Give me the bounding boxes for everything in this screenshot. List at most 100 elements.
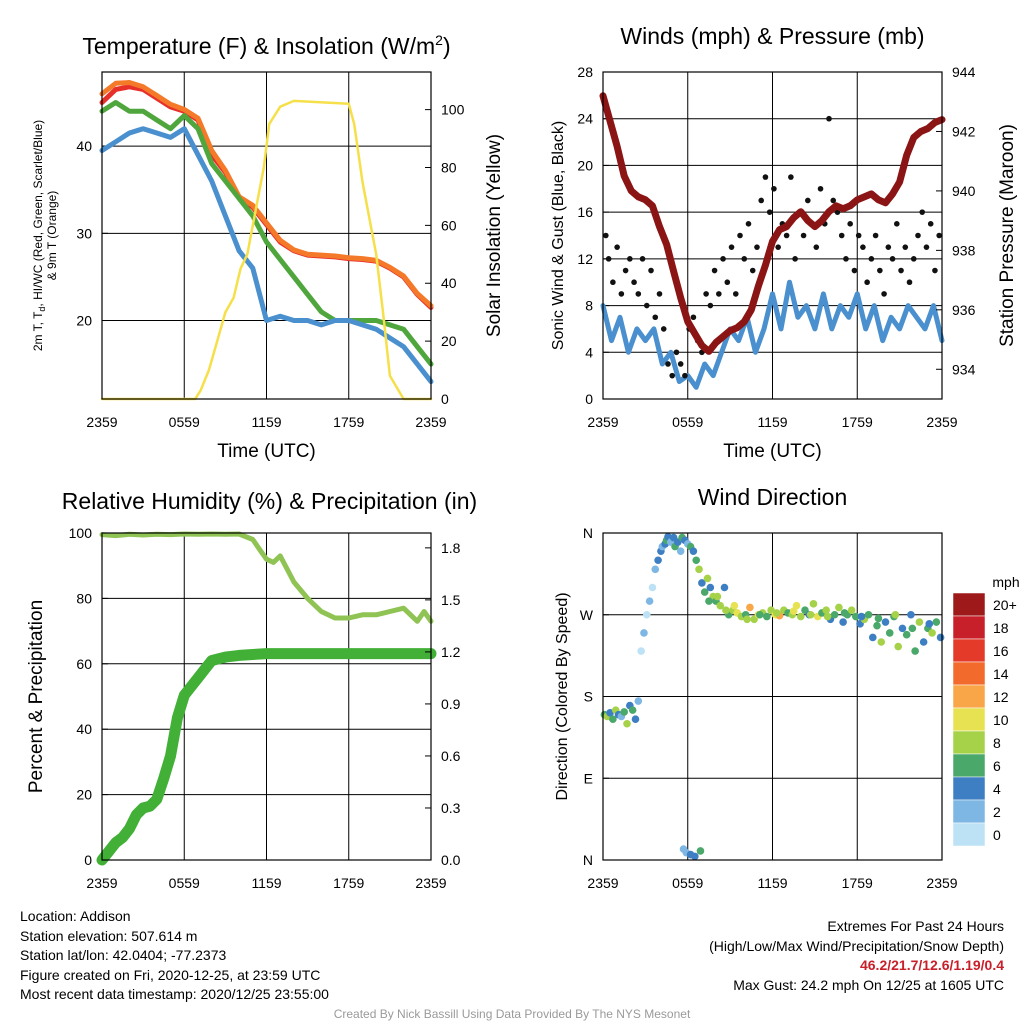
direction-point xyxy=(703,574,712,583)
direction-point xyxy=(696,847,705,855)
direction-point xyxy=(730,601,739,610)
direction-point xyxy=(716,601,725,610)
colorbar-swatch xyxy=(952,730,986,755)
gust-point xyxy=(627,256,633,262)
x-tick-label: 1159 xyxy=(757,414,787,430)
gust-point xyxy=(847,221,853,227)
direction-point xyxy=(620,708,628,716)
gust-point xyxy=(927,221,934,227)
gust-point xyxy=(610,279,616,286)
gust-point xyxy=(843,256,849,262)
direction-point xyxy=(925,620,934,628)
credit-text: Created By Nick Bassill Using Data Provi… xyxy=(333,1007,691,1021)
gust-point xyxy=(614,244,620,250)
y-tick-label: 20 xyxy=(76,787,92,803)
direction-point xyxy=(609,715,617,724)
x-tick-label: 1759 xyxy=(842,414,873,430)
gust-point xyxy=(910,256,917,262)
colorbar-label: 18 xyxy=(993,620,1009,636)
chart-title: Relative Humidity (%) & Precipitation (i… xyxy=(62,488,477,514)
gust-point xyxy=(885,244,892,250)
y-tick-label: 12 xyxy=(577,251,593,267)
direction-point xyxy=(908,624,917,633)
colorbar-title: mph xyxy=(992,574,1019,590)
direction-point xyxy=(932,618,941,626)
elevation-text: Station elevation: 507.614 m xyxy=(20,927,198,944)
direction-point xyxy=(873,621,881,630)
y-tick-label: 20 xyxy=(577,157,593,173)
direction-point xyxy=(755,610,764,619)
max-gust-text: Max Gust: 24.2 mph On 12/25 at 1605 UTC xyxy=(733,976,1004,993)
gust-point xyxy=(902,244,909,250)
y-label-part: , HI/WC (Red, Green, Scarlet/Blue) xyxy=(31,120,45,307)
x-tick-label: 0559 xyxy=(672,875,703,891)
y-tick-label: 4 xyxy=(585,344,593,360)
temperature-line-3 xyxy=(99,100,434,367)
direction-point xyxy=(623,719,631,728)
direction-point xyxy=(847,606,856,615)
y2-tick-label: 0.9 xyxy=(441,696,461,712)
colorbar-label: 14 xyxy=(993,666,1009,682)
direction-point xyxy=(885,629,894,637)
y-axis-label: 2m T, Td, HI/WC (Red, Green, Scarlet/Blu… xyxy=(31,120,47,351)
colorbar-label: 16 xyxy=(993,643,1009,659)
direction-point xyxy=(634,697,643,705)
colorbar-swatch xyxy=(952,661,986,686)
direction-point xyxy=(830,610,839,619)
gust-point xyxy=(855,232,862,239)
gust-point xyxy=(618,291,625,297)
direction-point xyxy=(789,607,798,615)
direction-point xyxy=(642,610,651,619)
gust-point xyxy=(716,291,722,297)
y2-tick-label: 100 xyxy=(441,102,465,118)
gust-point xyxy=(749,267,756,274)
gust-point xyxy=(682,372,688,379)
direction-point xyxy=(868,633,877,642)
direction-point xyxy=(645,597,654,605)
direction-point xyxy=(796,612,805,621)
pressure-line xyxy=(599,92,946,355)
y-tick-label: 28 xyxy=(577,64,593,80)
x-tick-label: 0559 xyxy=(169,875,200,891)
colorbar-swatch xyxy=(952,707,986,732)
direction-point xyxy=(763,612,771,621)
gust-point xyxy=(724,279,731,286)
colorbar-swatch xyxy=(952,615,986,640)
gust-point xyxy=(737,232,743,239)
direction-point xyxy=(676,547,685,555)
panel-4: 2359 0559 1159 1759 2359 N E S W N Wind Direction D… xyxy=(554,484,958,891)
humidity-line xyxy=(99,531,434,624)
direction-point xyxy=(691,852,699,861)
direction-point xyxy=(705,597,713,605)
direction-point xyxy=(746,603,754,612)
location-text: Location: Addison xyxy=(20,908,131,924)
y-label-sub: d xyxy=(37,307,47,312)
extremes-values: 46.2/21.7/12.6/1.19/0.4 xyxy=(859,957,1004,973)
y-label-part: 2m T, T xyxy=(31,311,45,351)
y-tick-label: 24 xyxy=(577,111,593,127)
direction-point xyxy=(700,588,709,596)
colorbar-label: 2 xyxy=(993,804,1001,820)
direction-point xyxy=(640,629,648,637)
temperature-line-4 xyxy=(99,126,434,385)
x-tick-label: 2359 xyxy=(86,414,117,430)
precipitation-line xyxy=(96,648,437,866)
y2-tick-label: 938 xyxy=(952,242,976,258)
y-tick-label: 30 xyxy=(76,225,92,241)
gust-point xyxy=(915,232,921,239)
gust-point xyxy=(792,256,798,262)
y-tick-label: W xyxy=(580,607,594,623)
direction-point xyxy=(877,638,886,646)
gust-point xyxy=(639,256,646,262)
direction-point xyxy=(692,556,701,565)
gust-point xyxy=(605,256,612,262)
gust-point xyxy=(834,209,841,215)
station-info: Location: Addison Station elevation: 507… xyxy=(20,907,329,1005)
chart-title: Wind Direction xyxy=(698,484,848,510)
gust-point xyxy=(720,256,726,262)
direction-point xyxy=(881,618,890,626)
x-tick-label: 1759 xyxy=(333,875,364,891)
plot-frame xyxy=(101,532,432,861)
gust-point xyxy=(817,185,824,192)
